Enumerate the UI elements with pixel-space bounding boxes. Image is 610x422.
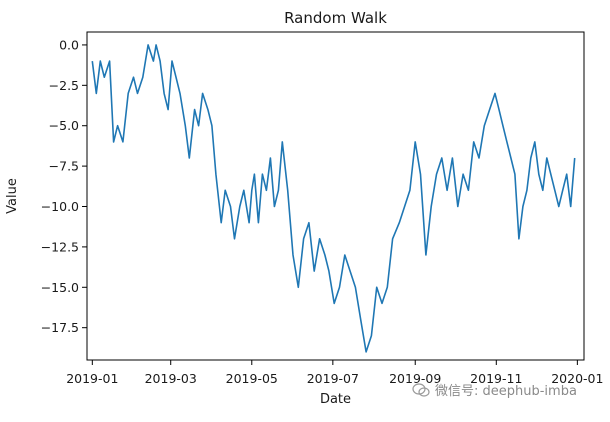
series-layer xyxy=(91,44,576,353)
chart-title: Random Walk xyxy=(284,9,387,27)
y-tick-label: −7.5 xyxy=(49,159,79,174)
y-tick-label: 0.0 xyxy=(59,37,79,52)
x-axis-ticks: 2019-01 2019-03 2019-05 2019-07 2019-09 2019-… xyxy=(66,360,603,386)
y-axis-label: Value xyxy=(5,178,20,214)
y-tick-label: −2.5 xyxy=(49,78,79,93)
x-tick-label: 2019-11 xyxy=(470,371,522,386)
x-tick-label: 2020-01 xyxy=(551,371,603,386)
x-tick-label: 2019-01 xyxy=(66,371,118,386)
wechat-logo xyxy=(412,382,430,397)
x-tick-label: 2019-07 xyxy=(307,371,359,386)
watermark-text: 微信号: deephub-imba xyxy=(435,384,577,399)
x-tick-label: 2019-03 xyxy=(145,371,197,386)
y-axis-ticks: 0.0 −2.5 −5.0 −7.5 −10.0 −12.5 −15.0 −17.5 xyxy=(41,37,87,335)
y-tick-label: −15.0 xyxy=(41,280,79,295)
series-line xyxy=(91,44,576,353)
x-tick-label: 2019-09 xyxy=(389,371,441,386)
x-tick-label: 2019-05 xyxy=(226,371,278,386)
x-axis-label: Date xyxy=(320,392,351,407)
watermark: 微信号: deephub-imba xyxy=(412,380,577,399)
y-tick-label: −10.0 xyxy=(41,199,79,214)
plot-frame xyxy=(86,31,585,361)
y-tick-label: −17.5 xyxy=(41,320,79,335)
y-tick-label: −12.5 xyxy=(41,239,79,254)
y-tick-label: −5.0 xyxy=(49,118,79,133)
